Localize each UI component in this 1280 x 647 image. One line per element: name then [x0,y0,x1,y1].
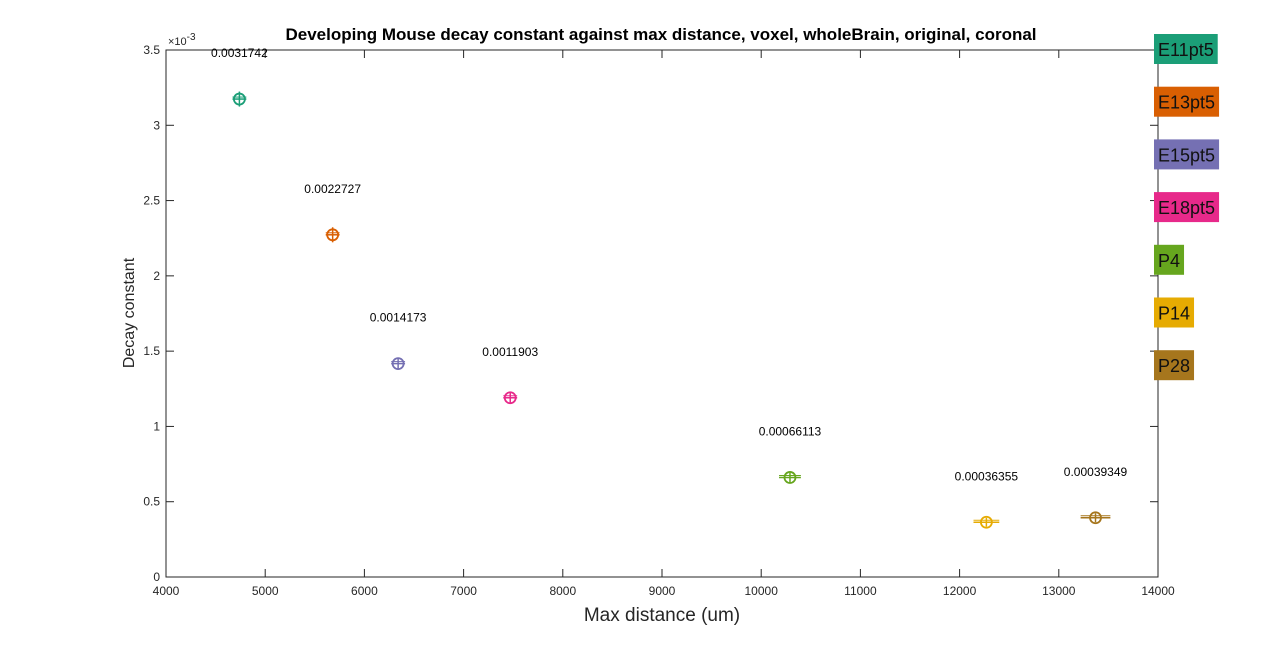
legend-label: P28 [1158,356,1190,376]
data-point-e15pt5: 0.0014173 [370,311,427,370]
legend-swatch [1154,244,1185,275]
legend-entry-p4: P4 [1154,244,1185,275]
marker [391,357,405,370]
x-tick-label: 7000 [450,584,477,598]
legend-swatch [1154,297,1195,328]
legend-label: P14 [1158,304,1190,324]
legend-label: E18pt5 [1158,198,1215,218]
y-tick-label: 0.5 [143,495,160,509]
data-label: 0.0031742 [211,46,268,60]
marker [783,471,797,484]
x-tick-label: 10000 [745,584,779,598]
y-tick-label: 0 [153,570,160,584]
x-tick-label: 5000 [252,584,279,598]
legend-label: P4 [1158,251,1180,271]
y-axis-label: Decay constant [121,257,138,368]
y-tick-label: 3 [153,118,160,132]
data-point-e18pt5: 0.0011903 [482,345,538,405]
marker [503,391,517,405]
x-axis-label: Max distance (um) [584,605,740,626]
y-tick-label: 2.5 [143,194,160,208]
plot-area [165,49,1159,578]
x-tick-label: 13000 [1042,584,1076,598]
data-point-p28: 0.00039349 [1064,465,1128,525]
data-label: 0.00036355 [955,469,1019,483]
legend-swatch [1154,192,1220,223]
legend-entry-e13pt5: E13pt5 [1154,86,1220,117]
data-point-p4: 0.00066113 [759,424,822,484]
legend-entry-p28: P28 [1154,350,1195,381]
data-label: 0.0011903 [482,345,538,359]
legend-swatch [1154,34,1218,64]
x-axis: 4000 5000 6000 7000 8000 9000 10000 11000 12000 1… [153,50,1175,598]
y-exponent-power: -3 [187,32,196,43]
data-point-e13pt5: 0.0022727 [304,182,361,243]
chart-title: Developing Mouse decay constant against … [285,25,1036,44]
x-tick-label: 8000 [549,584,576,598]
marker [979,515,993,529]
y-tick-label: 2 [153,269,160,283]
y-tick-label: 1.5 [143,344,160,358]
marker [1089,511,1102,525]
x-tick-label: 9000 [649,584,676,598]
legend-label: E13pt5 [1158,93,1215,113]
y-axis: 0 0.5 1 1.5 2 2.5 3 3.5 [143,43,1158,584]
x-tick-label: 4000 [153,584,180,598]
legend-swatch [1154,86,1220,117]
legend-entry-e18pt5: E18pt5 [1154,192,1220,223]
y-tick-label: 3.5 [143,43,160,57]
marker [326,228,340,242]
legend-entry-p14: P14 [1154,297,1195,328]
legend: E11pt5 E13pt5 E15pt5 E18pt5 P4 P14 P28 [1154,34,1220,381]
data-point-e11pt5: 0.0031742 [211,46,268,107]
data-label: 0.00066113 [759,424,822,438]
data-points: 0.0031742 0.0022727 0.0014173 0.0011903 0.00… [211,46,1128,529]
data-label: 0.00039349 [1064,465,1128,479]
y-exponent: ×10-3 [168,32,196,48]
legend-entry-e15pt5: E15pt5 [1154,139,1220,170]
legend-label: E11pt5 [1158,40,1214,60]
x-tick-label: 11000 [844,584,877,598]
x-tick-label: 12000 [943,584,977,598]
legend-swatch [1154,350,1195,381]
data-point-p14: 0.00036355 [955,469,1019,529]
marker [233,92,246,106]
data-label: 0.0014173 [370,311,427,325]
legend-entry-e11pt5: E11pt5 [1154,34,1218,64]
data-label: 0.0022727 [304,182,361,196]
legend-label: E15pt5 [1158,145,1215,165]
legend-swatch [1154,139,1220,170]
y-exponent-base: ×10 [168,36,187,48]
y-tick-label: 1 [153,419,160,433]
x-tick-label: 6000 [351,584,378,598]
x-tick-label: 14000 [1141,584,1175,598]
